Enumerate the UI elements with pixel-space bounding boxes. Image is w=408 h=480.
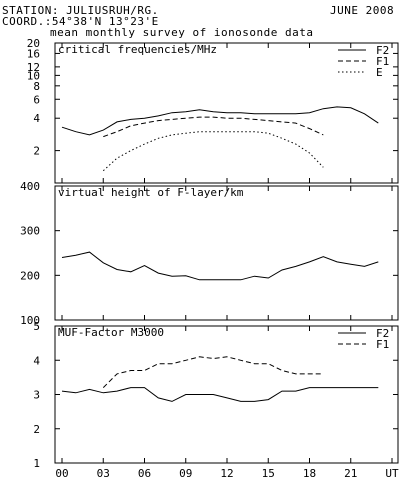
panel-frame [54,185,399,321]
y-tick-label: 3 [33,389,40,402]
panel-frame [54,325,399,464]
y-tick-label: 4 [33,112,40,125]
y-tick-label: 2 [33,423,40,436]
chart-subtitle: mean monthly survey of ionosonde data [50,26,314,39]
series-line-f2 [61,106,379,136]
series-line-f2 [61,387,379,402]
y-tick-label: 200 [20,269,40,282]
x-tick-label: 12 [220,467,233,480]
x-tick-label: 15 [262,467,275,480]
x-tick-label: 06 [138,467,151,480]
y-tick-label: 10 [27,69,40,82]
y-tick-label: 100 [20,314,40,327]
y-tick-label: 8 [33,80,40,93]
series-line-f1 [103,116,324,138]
y-tick-label: 20 [27,37,40,50]
y-tick-label: 6 [33,93,40,106]
legend-label: E [376,66,383,79]
x-tick-label: UT [385,467,399,480]
y-tick-label: 4 [33,354,40,367]
x-tick-label: 21 [344,467,357,480]
panel-title: virtual height of F-layer/km [58,186,244,199]
series-line-e [102,131,324,172]
station-label: STATION: JULIUSRUH/RG. [2,4,159,17]
date-label: JUNE 2008 [330,4,395,17]
x-tick-label: 00 [55,467,68,480]
legend-label: F2 [376,327,389,340]
x-tick-label: 09 [179,467,192,480]
panel-title: MUF-Factor M3000 [58,326,164,339]
y-tick-label: 1 [33,457,40,470]
y-tick-label: 5 [33,320,40,333]
x-tick-label: 03 [97,467,110,480]
y-tick-label: 12 [27,61,40,74]
legend-label: F1 [376,338,389,351]
legend-label: F2 [376,44,389,57]
series-line-f1 [102,356,324,388]
y-tick-label: 2 [33,145,40,158]
series-line-height [61,251,379,281]
y-tick-label: 300 [20,225,40,238]
legend-label: F1 [376,55,389,68]
x-tick-label: 18 [303,467,316,480]
coord-label: COORD.:54°38'N 13°23'E [2,15,159,28]
y-tick-label: 16 [27,47,40,60]
panel-title: critical frequencies/MHz [58,43,217,56]
y-tick-label: 400 [20,180,40,193]
